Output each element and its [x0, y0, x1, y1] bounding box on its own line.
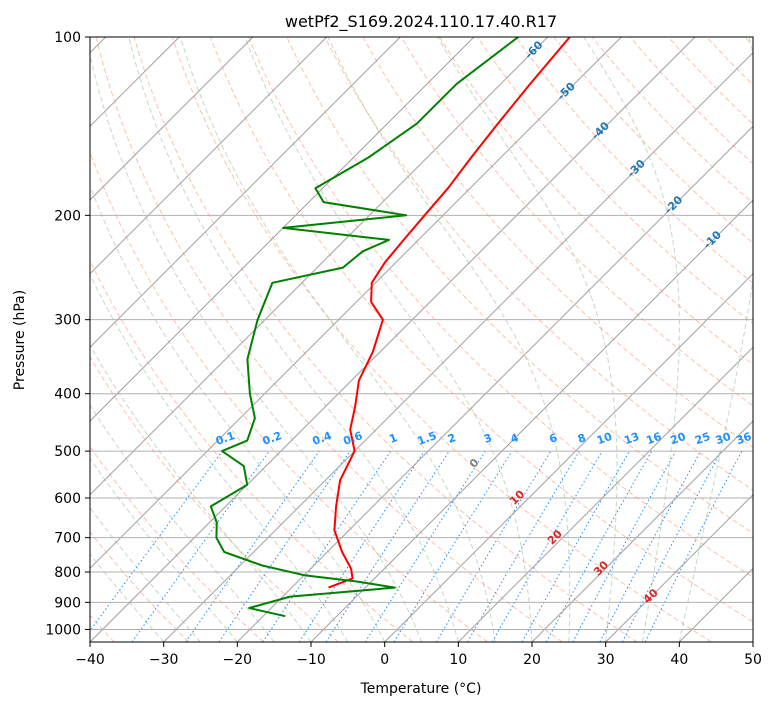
x-tick-label: 30	[597, 652, 615, 668]
mixing-ratio-line	[521, 450, 630, 642]
mixing-ratio-line	[393, 450, 513, 642]
mixing-ratio-label: 6	[548, 431, 560, 446]
mixing-ratio-line	[644, 450, 743, 642]
x-tick-label: 40	[670, 652, 688, 668]
y-axis-label: Pressure (hPa)	[12, 290, 28, 390]
mixing-ratio-label: 2	[446, 431, 458, 446]
isotherm-line	[90, 37, 254, 201]
mixing-ratio-label: 10	[595, 430, 614, 448]
mixing-ratio-line	[131, 450, 270, 642]
mixing-ratio-label: 16	[644, 430, 663, 448]
x-axis-label: Temperature (°C)	[360, 681, 482, 697]
chart-title: wetPf2_S169.2024.110.17.40.R17	[285, 12, 557, 32]
moist-adiabat-line	[437, 37, 618, 642]
mixing-ratio-line	[298, 450, 425, 642]
mixing-ratio-label: 20	[669, 430, 688, 448]
dry-adiabat-line	[210, 37, 753, 623]
x-tick-label: 0	[380, 652, 389, 668]
y-tick-label: 800	[54, 565, 81, 581]
dry-adiabat-line	[95, 37, 563, 642]
mixing-ratio-label: 3	[482, 431, 494, 446]
dry-adiabat-line	[90, 259, 414, 642]
isotherm-line	[90, 37, 401, 349]
temperature-line	[328, 37, 571, 589]
y-tick-label: 900	[54, 595, 81, 611]
dry-adiabat-line	[324, 37, 753, 491]
dry-adiabat-line	[553, 37, 753, 244]
y-tick-label: 200	[54, 208, 81, 224]
plot-area	[90, 37, 753, 642]
mixing-ratio-label: 4	[509, 431, 521, 446]
isotherm-line	[384, 272, 753, 642]
x-tick-label: −20	[223, 652, 253, 668]
moist-adiabat-line	[90, 184, 386, 642]
dry-adiabat-line	[90, 531, 190, 642]
isotherm-line	[531, 420, 753, 642]
y-tick-label: 1000	[45, 622, 81, 638]
isotherm-line	[163, 51, 753, 642]
x-tick-label: 50	[744, 652, 762, 668]
y-tick-label: 600	[54, 491, 81, 507]
y-tick-label: 300	[54, 313, 81, 329]
dry-adiabat-line	[591, 37, 753, 204]
mixing-ratio-line	[218, 450, 351, 642]
moist-adiabat-line	[244, 37, 533, 642]
mixing-ratio-label: 0.6	[341, 429, 364, 448]
dry-adiabat-line	[438, 37, 753, 365]
y-tick-label: 100	[54, 30, 81, 46]
axes: −40 −30 −20 −10 0 10 20 30 40 5010020030040050060…	[45, 30, 762, 668]
mixing-ratio-line	[262, 450, 392, 642]
moist-adiabat-line	[90, 457, 238, 642]
mixing-ratio-line	[90, 450, 223, 632]
mixing-ratio-line	[185, 450, 320, 642]
moist-adiabat-line	[128, 37, 459, 642]
moist-adiabat-line	[90, 273, 349, 642]
mixing-ratio-label: 30	[714, 430, 733, 448]
y-tick-label: 700	[54, 531, 81, 547]
moist-adiabat-line	[90, 404, 275, 642]
isotherm-line	[90, 37, 328, 275]
dry-adiabat-line	[286, 37, 753, 534]
mixing-ratio-line	[545, 450, 653, 642]
mixing-ratio-label: 1	[388, 431, 400, 446]
moist-adiabat-line	[583, 37, 680, 642]
mixing-ratio-label: 36	[734, 430, 753, 448]
moist-adiabat-line	[179, 37, 496, 642]
mixing-ratio-label: 0.4	[311, 429, 334, 448]
mixing-ratio-label: 0.2	[261, 429, 284, 448]
isotherm-line	[90, 37, 549, 496]
x-tick-label: 10	[449, 652, 467, 668]
x-tick-label: −30	[149, 652, 179, 668]
dry-adiabat-line	[90, 150, 488, 642]
mixing-ratio-label: 8	[576, 431, 588, 446]
mixing-ratio-label: 1.5	[416, 429, 439, 448]
dry-adiabat-line	[133, 37, 638, 642]
isotherm-line	[310, 199, 753, 642]
mixing-ratio-line	[572, 450, 677, 642]
mixing-ratio-label: 25	[693, 430, 712, 447]
y-tick-label: 400	[54, 387, 81, 403]
dry-adiabat-line	[248, 37, 753, 578]
x-tick-label: −40	[75, 652, 105, 668]
x-tick-label: 20	[523, 652, 541, 668]
isotherm-line	[90, 37, 475, 422]
dewpoint-line	[209, 37, 519, 618]
dry-adiabat-line	[400, 37, 753, 407]
isotherm-line	[90, 37, 622, 570]
moist-adiabat-line	[90, 52, 422, 642]
plot-frame	[89, 36, 754, 643]
y-tick-label: 500	[54, 444, 81, 460]
mixing-ratio-label: 13	[622, 430, 641, 447]
dry-adiabat-line	[171, 37, 712, 642]
dry-adiabat-line	[477, 37, 753, 325]
isotherm-line	[457, 346, 753, 642]
isotherm-line	[90, 37, 696, 642]
isotherm-line	[605, 493, 753, 642]
mixing-ratio-line	[325, 450, 450, 642]
mixing-ratio-label: 0.1	[214, 429, 237, 448]
moist-adiabat-line	[327, 37, 571, 642]
x-tick-label: −10	[296, 652, 326, 668]
